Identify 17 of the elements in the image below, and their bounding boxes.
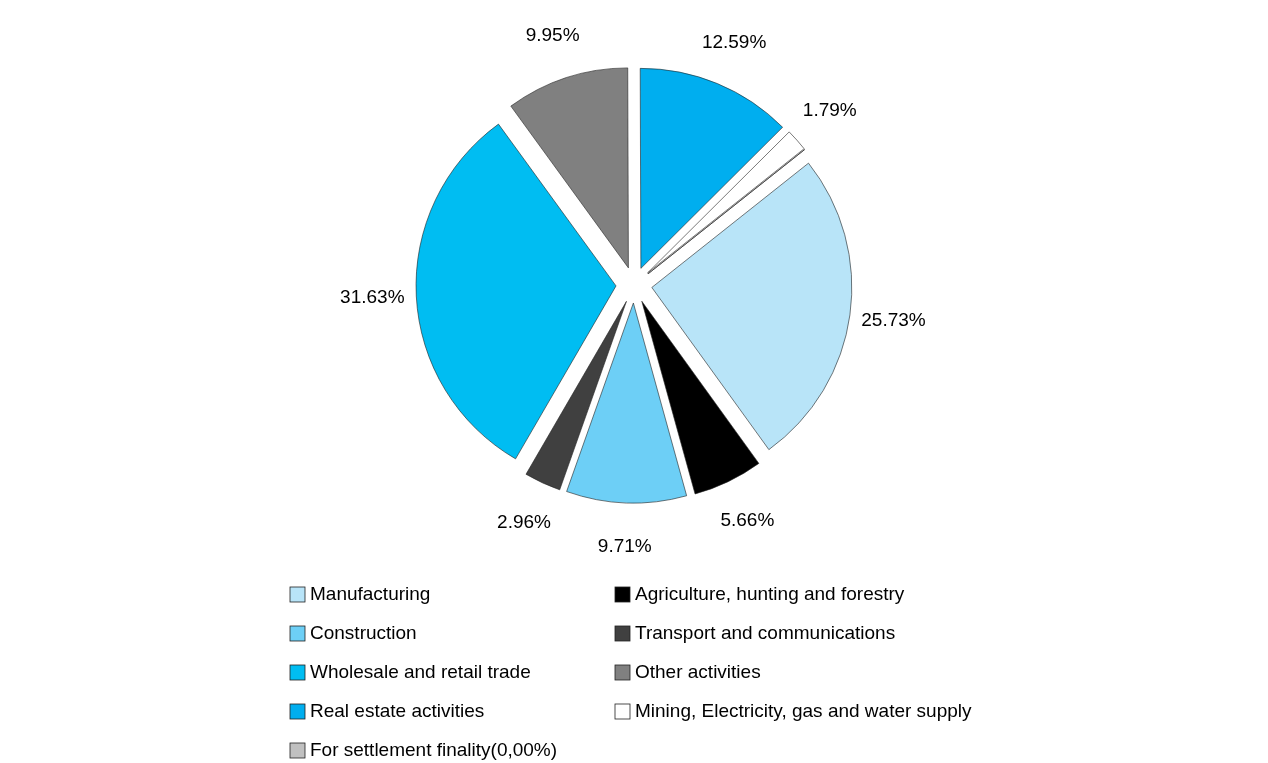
legend-label: For settlement finality(0,00%) <box>310 739 558 761</box>
legend-label: Wholesale and retail trade <box>310 661 531 683</box>
legend-label: Transport and communications <box>635 622 896 644</box>
legend-label: Mining, Electricity, gas and water supply <box>635 700 973 722</box>
legend-label: Construction <box>310 622 417 644</box>
data-label: 31.63% <box>340 286 405 308</box>
legend-label: Agriculture, hunting and forestry <box>635 583 905 605</box>
data-label: 1.79% <box>802 98 857 120</box>
legend-label: Real estate activities <box>310 700 485 722</box>
data-label: 5.66% <box>720 509 775 531</box>
data-label: 25.73% <box>861 308 926 330</box>
legend-label: Manufacturing <box>310 583 431 605</box>
legend-label: Other activities <box>635 661 761 683</box>
data-label: 12.59% <box>701 30 767 52</box>
data-label: 2.96% <box>497 510 552 532</box>
data-label: 9.95% <box>525 23 580 45</box>
data-label: 9.71% <box>597 534 652 556</box>
